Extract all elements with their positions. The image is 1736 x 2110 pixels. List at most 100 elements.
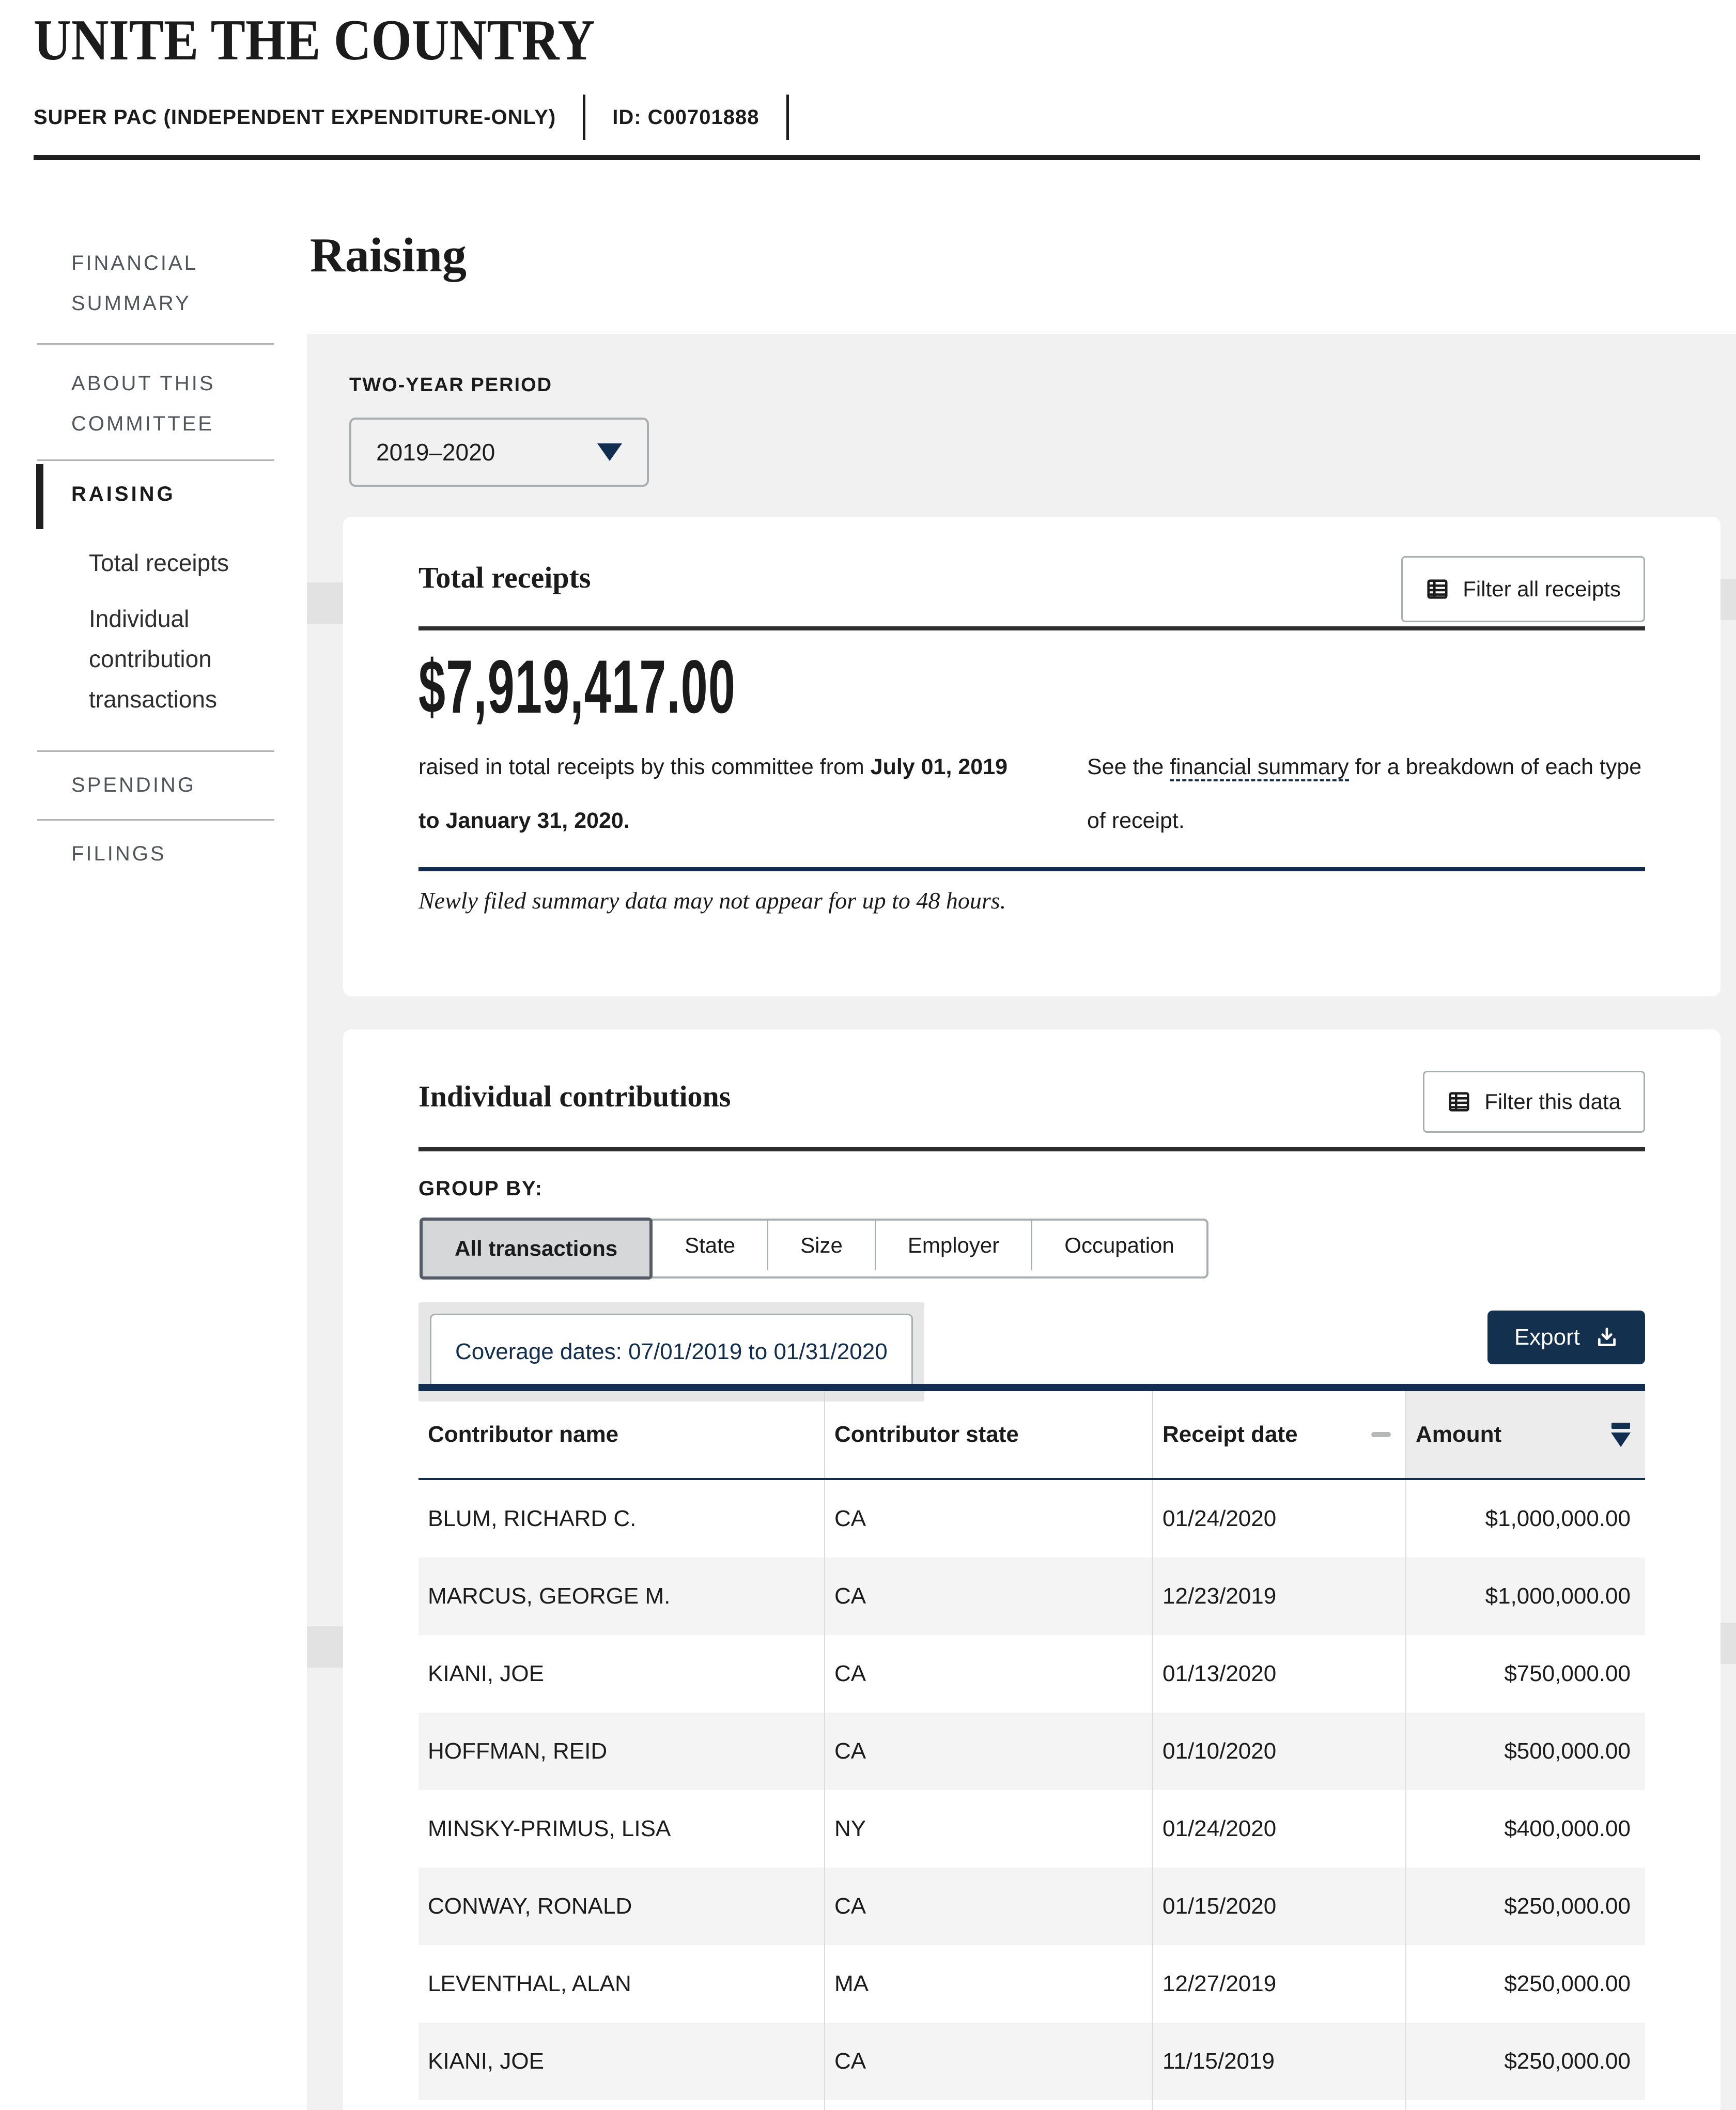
- scroll-indicator: [1721, 579, 1736, 620]
- filter-this-data-button[interactable]: Filter this data: [1423, 1071, 1645, 1133]
- tab-size[interactable]: Size: [768, 1221, 876, 1270]
- sidebar-divider: [37, 750, 274, 752]
- sidebar-item-raising[interactable]: RAISING: [71, 479, 274, 510]
- scroll-indicator: [307, 1626, 343, 1668]
- tab-occupation[interactable]: Occupation: [1032, 1221, 1206, 1270]
- committee-id-label: ID: C00701888: [612, 106, 759, 129]
- cell-contributor-state: CA: [824, 1868, 1152, 1945]
- column-header-amount[interactable]: Amount: [1405, 1391, 1645, 1478]
- cell-contributor-state: NY: [824, 1790, 1152, 1868]
- cell-amount: $1,000,000.00: [1405, 1480, 1645, 1558]
- scroll-indicator: [307, 582, 343, 624]
- sidebar-nav: FINANCIAL SUMMARY ABOUT THIS COMMITTEE R…: [37, 243, 274, 869]
- sidebar-item-filings[interactable]: FILINGS: [37, 838, 274, 869]
- cell-contributor-name: KIANI, JOE: [419, 1635, 824, 1713]
- cell-contributor-name: KIANI, JOE: [419, 2023, 824, 2100]
- cell-contributor-name: BLUM, RICHARD C.: [419, 1480, 824, 1558]
- group-by-label: GROUP BY:: [419, 1177, 543, 1200]
- summary-delay-note: Newly filed summary data may not appear …: [419, 887, 1006, 914]
- sidebar-item-individual-contribution-transactions[interactable]: Individual contribution transactions: [37, 598, 259, 719]
- filter-all-receipts-button[interactable]: Filter all receipts: [1401, 556, 1645, 622]
- navy-rule: [419, 867, 1645, 871]
- table-row: MARCUS, GEORGE M. CA 12/23/2019 $1,000,0…: [419, 1558, 1645, 1635]
- cell-contributor-name: MINSKY-PRIMUS, LISA: [419, 1790, 824, 1868]
- dropdown-triangle-icon: [597, 443, 622, 461]
- sidebar-divider: [37, 343, 274, 345]
- filter-all-receipts-label: Filter all receipts: [1463, 577, 1621, 602]
- committee-type-label: SUPER PAC (INDEPENDENT EXPENDITURE-ONLY): [34, 106, 556, 129]
- contributions-table: Contributor name Contributor state Recei…: [419, 1384, 1645, 2110]
- total-receipts-amount: $7,919,417.00: [419, 646, 736, 728]
- cell-contributor-name: MARCUS, GEORGE M.: [419, 1558, 824, 1635]
- cell-contributor-state: CA: [824, 1635, 1152, 1713]
- cell-amount: $250,000.00: [1405, 2023, 1645, 2100]
- cell-receipt-date: 01/24/2020: [1152, 1790, 1405, 1868]
- page-title: Raising: [310, 227, 467, 283]
- coverage-dates-tag[interactable]: Coverage dates: 07/01/2019 to 01/31/2020: [430, 1314, 913, 1390]
- cell-amount: $250,000.00: [1405, 1868, 1645, 1945]
- header-rule: [34, 155, 1700, 160]
- cell-amount: $500,000.00: [1405, 1713, 1645, 1790]
- sort-neutral-icon[interactable]: [1371, 1432, 1391, 1437]
- subtitle-divider: [786, 95, 789, 140]
- export-button[interactable]: Export: [1487, 1311, 1645, 1364]
- cell-receipt-date: 11/15/2019: [1152, 2023, 1405, 2100]
- column-header-label: Contributor name: [428, 1422, 618, 1447]
- column-header-label: Receipt date: [1163, 1422, 1298, 1447]
- table-icon: [1425, 577, 1449, 601]
- table-row: KIANI, JOE CA 01/13/2020 $750,000.00: [419, 1635, 1645, 1713]
- cell-contributor-state: CA: [824, 1480, 1152, 1558]
- cell-receipt-date: 12/27/2019: [1152, 1945, 1405, 2023]
- download-icon: [1595, 1326, 1618, 1349]
- table-icon: [1447, 1090, 1471, 1114]
- two-year-period-value: 2019–2020: [376, 438, 495, 466]
- table-row: HOFFMAN, REID CA 01/10/2020 $500,000.00: [419, 1713, 1645, 1790]
- sidebar-divider: [37, 819, 274, 821]
- column-header-label: Contributor state: [834, 1422, 1019, 1447]
- two-year-period-select[interactable]: 2019–2020: [349, 418, 649, 487]
- total-receipts-heading: Total receipts: [419, 560, 591, 595]
- cell-receipt-date: 01/24/2020: [1152, 1480, 1405, 1558]
- column-header-receipt-date[interactable]: Receipt date: [1152, 1391, 1405, 1478]
- cell-receipt-date: 01/10/2020: [1152, 1713, 1405, 1790]
- cell-amount: $250,000.00: [1405, 1945, 1645, 2023]
- subtitle-divider: [583, 95, 585, 140]
- individual-contributions-heading: Individual contributions: [419, 1079, 731, 1114]
- sidebar-item-financial-summary[interactable]: FINANCIAL SUMMARY: [37, 243, 234, 324]
- active-nav-indicator: [36, 464, 43, 529]
- tab-employer[interactable]: Employer: [876, 1221, 1032, 1270]
- cell-amount: $1,000,000.00: [1405, 1558, 1645, 1635]
- filter-this-data-label: Filter this data: [1484, 1089, 1621, 1114]
- cell-amount: $400,000.00: [1405, 1790, 1645, 1868]
- table-row: CONWAY, RONALD CA 01/15/2020 $250,000.00: [419, 1868, 1645, 1945]
- individual-contributions-card: Individual contributions Filter this dat…: [343, 1029, 1721, 2110]
- sidebar-divider: [37, 459, 274, 461]
- sort-descending-icon[interactable]: [1611, 1423, 1631, 1447]
- committee-title: UNITE THE COUNTRY: [34, 11, 658, 69]
- page-heading-committee-name: UNITE THE COUNTRY: [34, 11, 595, 69]
- table-row: KIANI, JOE CA 11/15/2019 $250,000.00: [419, 2023, 1645, 2100]
- tab-state[interactable]: State: [653, 1221, 768, 1270]
- cell-amount: $750,000.00: [1405, 1635, 1645, 1713]
- cell-contributor-state: CA: [824, 1713, 1152, 1790]
- sidebar-item-total-receipts[interactable]: Total receipts: [37, 543, 234, 583]
- group-by-tab-group: All transactions State Size Employer Occ…: [421, 1219, 1208, 1279]
- description-text: raised in total receipts by this committ…: [419, 754, 871, 779]
- sidebar-item-spending[interactable]: SPENDING: [37, 769, 274, 800]
- financial-summary-aside: See the financial summary for a breakdow…: [1087, 740, 1645, 848]
- total-receipts-card: Total receipts Filter all receipts $7,91…: [343, 517, 1721, 996]
- table-header-row: Contributor name Contributor state Recei…: [419, 1384, 1645, 1480]
- cell-contributor-name: HOFFMAN, REID: [419, 1713, 824, 1790]
- cell-contributor-state: CA: [824, 1558, 1152, 1635]
- cell-contributor-name: CONWAY, RONALD: [419, 1868, 824, 1945]
- scroll-indicator: [1721, 1623, 1736, 1664]
- tab-all-transactions[interactable]: All transactions: [420, 1218, 653, 1280]
- cell-receipt-date: 01/13/2020: [1152, 1635, 1405, 1713]
- sidebar-item-about-this-committee[interactable]: ABOUT THIS COMMITTEE: [37, 363, 265, 444]
- aside-text: See the: [1087, 754, 1170, 779]
- column-header-contributor-name: Contributor name: [419, 1391, 824, 1478]
- table-row: BLUM, RICHARD C. CA 01/24/2020 $1,000,00…: [419, 1480, 1645, 1558]
- table-row-partial: [419, 2100, 1645, 2110]
- financial-summary-link[interactable]: financial summary: [1170, 754, 1349, 781]
- section-rule: [419, 1147, 1645, 1151]
